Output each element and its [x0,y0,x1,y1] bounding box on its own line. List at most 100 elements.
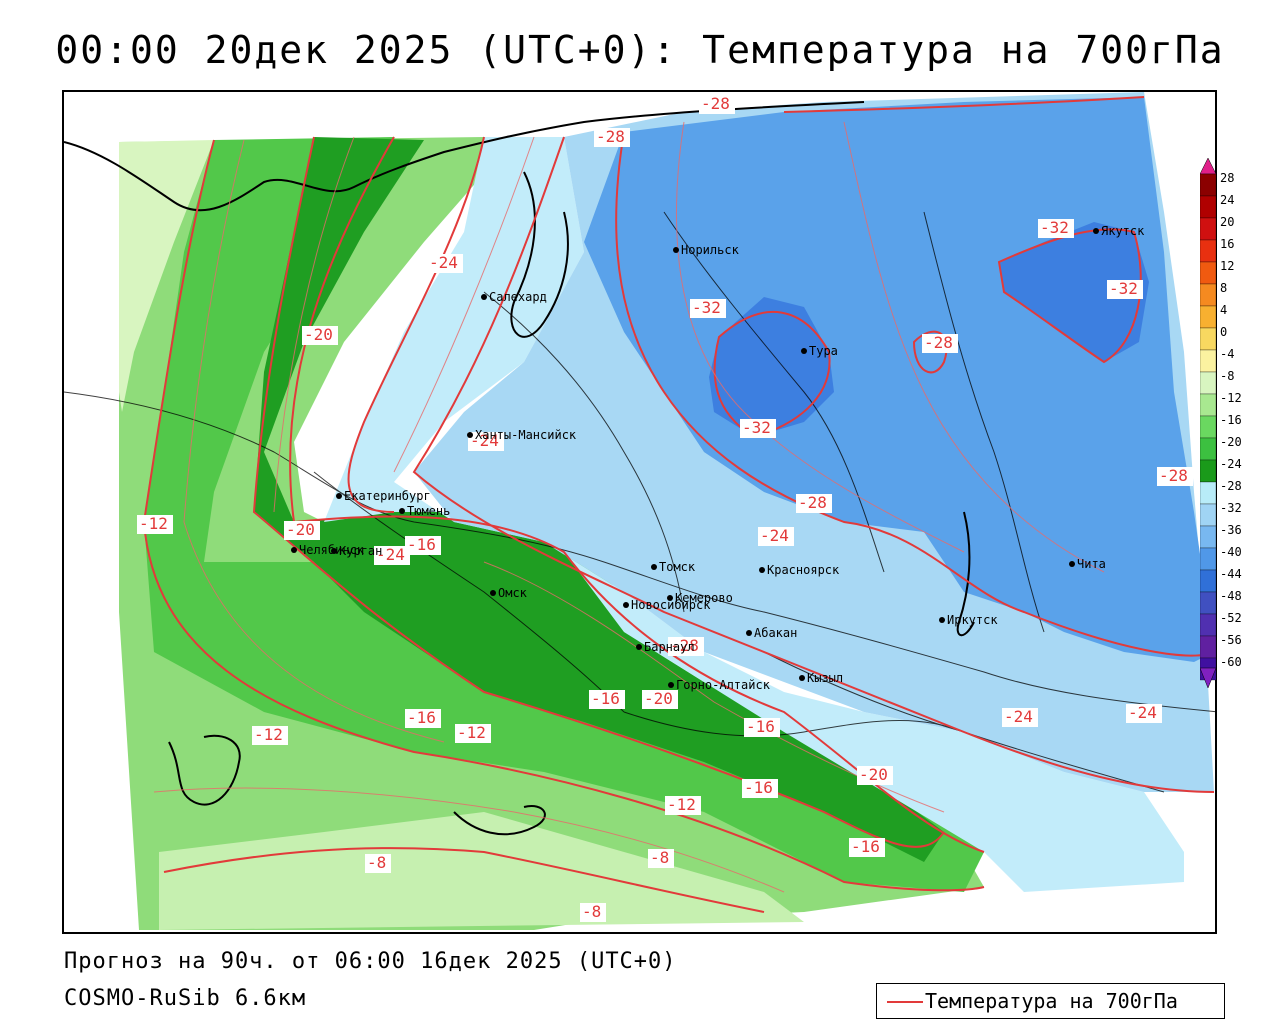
isotherm-label: -12 [457,723,486,742]
cold-core-tura [709,297,834,437]
isotherm-label: -20 [304,325,333,344]
green-band-dark [254,137,944,862]
isotherm-label: -24 [760,526,789,545]
colorbar-tick-label: -56 [1220,633,1242,647]
isotherm-label-bg [648,849,674,868]
colorbar-swatch [1200,459,1216,483]
city-label: Норильск [681,243,740,257]
isotherm-label-bg [589,690,625,709]
city-label: Кемерово [675,591,733,605]
city-dot[interactable] [490,590,496,596]
city-dot[interactable] [467,432,473,438]
isotherm-label-bg [405,536,441,555]
isotherm-label-bg [405,709,441,728]
isotherm-label: -20 [286,520,315,539]
colorbar-swatch [1200,173,1216,197]
city-label: Горно-Алтайск [676,678,771,692]
colorbar-tick-label: -20 [1220,435,1242,449]
isotherm-label-bg [580,903,606,922]
colorbar-tick-label: 12 [1220,259,1235,273]
city-label: Иркутск [947,613,998,627]
isotherm-label-bg [137,515,173,534]
city-dot[interactable] [399,508,405,514]
colorbar-bottom-arrow [1200,667,1216,689]
colorbar-tick-label: -40 [1220,545,1242,559]
isotherm-label-bg [699,95,735,114]
isotherm-label-bg [922,334,958,353]
isotherm-label-bg [690,299,726,318]
city-label: Тюмень [407,504,450,518]
isotherm-label-bg [1038,219,1074,238]
colorbar-swatch [1200,415,1216,439]
colorbar-tick-label: -12 [1220,391,1242,405]
colorbar-swatch [1200,261,1216,285]
city-label: Кызыл [807,671,843,685]
colorbar-swatch [1200,569,1216,593]
domain-lightest-zone [119,140,214,412]
colorbar-swatch [1200,283,1216,307]
city-label: Красноярск [767,563,840,577]
city-dot[interactable] [331,548,337,554]
city-label: Абакан [754,626,797,640]
colorbar: 28 24 20 16 12 8 4 0 -4 -8 -12 -16 -20 -24 -28 -32 -36 -4… [1200,158,1272,690]
city-label: Якутск [1101,224,1145,238]
legend-line-swatch [887,1001,923,1003]
city-dot[interactable] [651,564,657,570]
map-panel[interactable]: -28 -28 -24 -32 -32 -32 -20 -28 -32 -24 -28 -28 -24-… [62,90,1217,934]
colorbar-swatch [1200,503,1216,527]
isotherm-label-bg [427,254,463,273]
isotherm-label-bg [758,527,794,546]
isotherm-label-bg [302,326,338,345]
city-dot[interactable] [636,644,642,650]
isotherm-label: -32 [1040,218,1069,237]
colorbar-tick-label: -52 [1220,611,1242,625]
colorbar-swatch [1200,635,1216,659]
colorbar-tick-label: -36 [1220,523,1242,537]
city-dot[interactable] [336,493,342,499]
colorbar-tick-label: 4 [1220,303,1228,317]
city-dot[interactable] [667,595,673,601]
city-dot[interactable] [801,348,807,354]
isotherm-label-bg [252,726,288,745]
city-dot[interactable] [1069,561,1075,567]
colorbar-tick-label: 24 [1220,193,1235,207]
city-dot[interactable] [1093,228,1099,234]
isotherm-label-bg [668,637,704,656]
colorbar-swatch [1200,349,1216,373]
colorbar-tick-label: -4 [1220,347,1235,361]
isotherm-contours-thin [153,121,1105,893]
city-dot[interactable] [481,294,487,300]
isotherm-label: -28 [670,636,699,655]
colorbar-top-arrow [1200,158,1216,175]
city-dot[interactable] [673,247,679,253]
city-dot[interactable] [746,630,752,636]
city-label: Курган [339,544,382,558]
isotherm-label-bg [284,521,320,540]
city-dot[interactable] [939,617,945,623]
colorbar-tick-label: -44 [1220,567,1242,581]
temperature-map: -28-28-24-32-32-32-20 -28-32-24-28-28-24-… [64,92,1215,930]
colorbar-tick-label: 20 [1220,215,1235,229]
isotherm-label-bg [642,690,678,709]
city-dot[interactable] [759,567,765,573]
city-dot[interactable] [668,682,674,688]
city-label: Чита [1077,557,1106,571]
isotherm-label-bg [796,494,832,513]
isotherm-label-bg [1107,280,1143,299]
city-dot[interactable] [799,675,805,681]
colorbar-swatch [1200,613,1216,637]
colorbar-tick-label: 16 [1220,237,1235,251]
city-markers: Норильск Якутск Салехард Тура Ханты-Мансийск… [291,224,1145,692]
isotherm-label-bg [365,854,391,873]
city-dot[interactable] [623,602,629,608]
colorbar-tick-label: -60 [1220,655,1242,669]
colorbar-swatch [1200,305,1216,329]
colorbar-swatch [1200,481,1216,505]
city-dot[interactable] [291,547,297,553]
isotherm-label-bg [744,718,780,737]
colorbar-tick-label: -28 [1220,479,1242,493]
southwest-light-zone [159,812,804,930]
colorbar-tick-label: -24 [1220,457,1242,471]
coastlines [64,101,975,836]
colorbar-swatch [1200,371,1216,395]
